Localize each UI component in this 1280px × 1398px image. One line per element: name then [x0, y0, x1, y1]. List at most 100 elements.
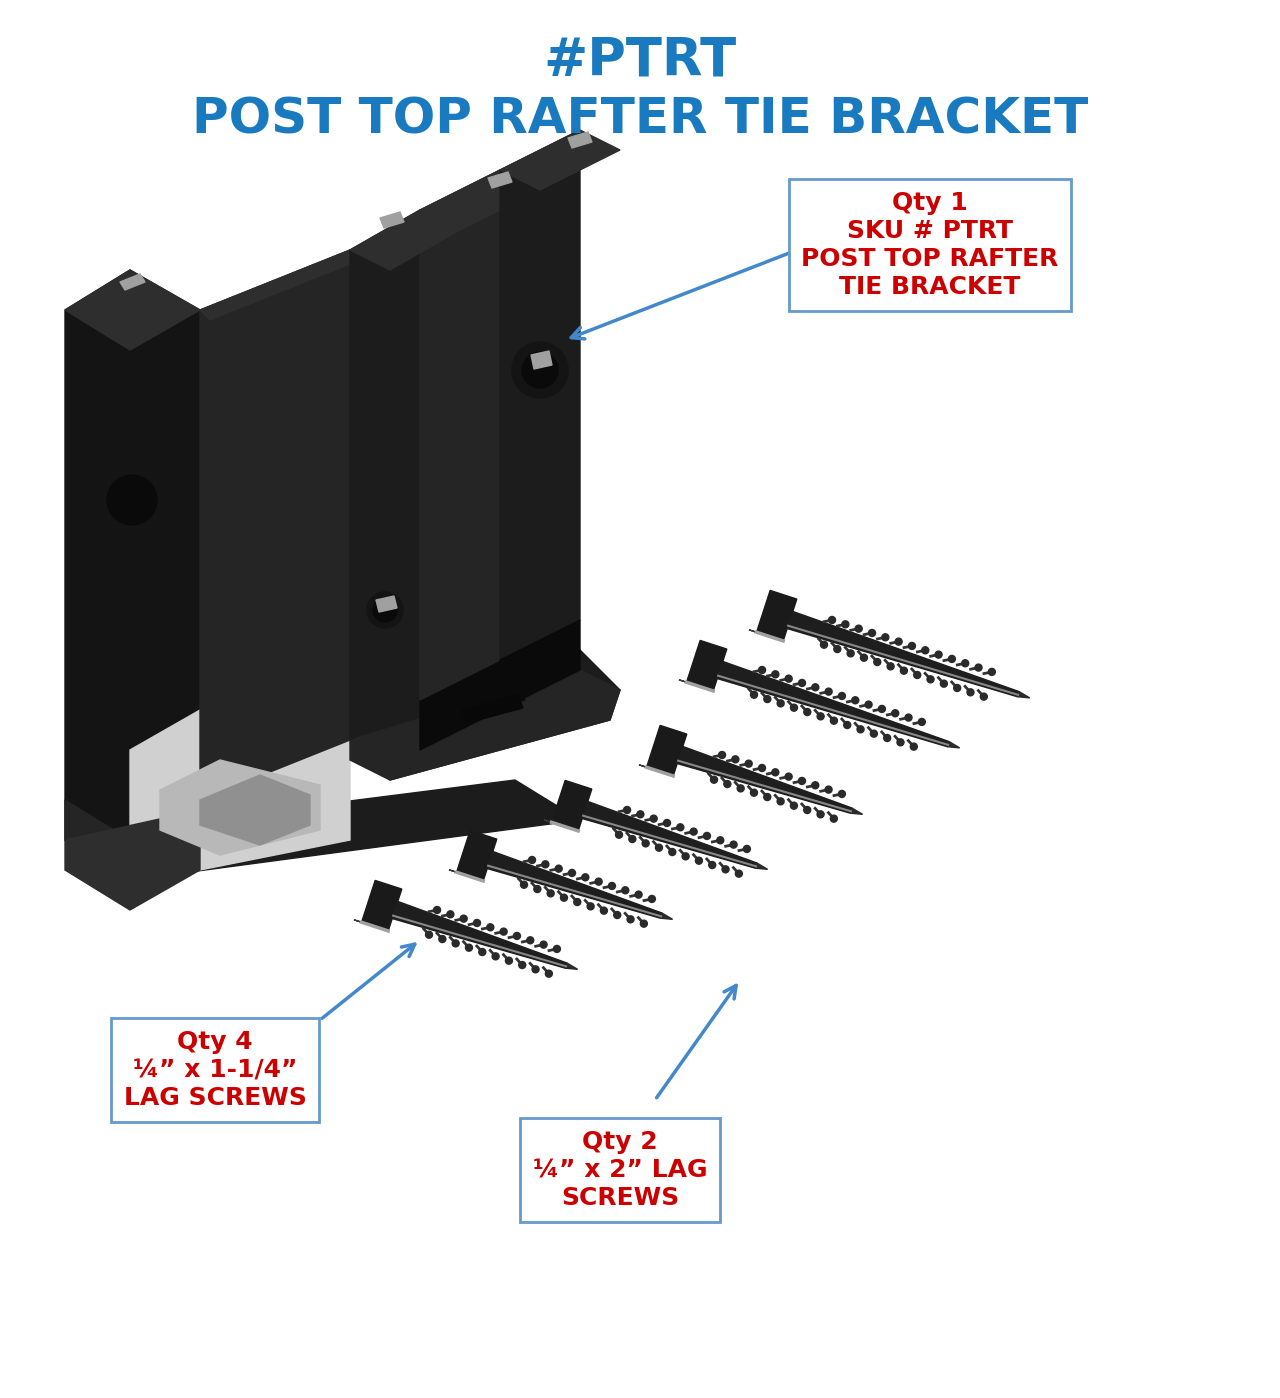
- Circle shape: [922, 647, 929, 654]
- Circle shape: [927, 675, 934, 682]
- Circle shape: [900, 667, 908, 674]
- Circle shape: [97, 466, 166, 535]
- Polygon shape: [1018, 692, 1029, 698]
- Circle shape: [910, 744, 918, 751]
- Polygon shape: [568, 131, 591, 148]
- Circle shape: [869, 629, 876, 636]
- Polygon shape: [65, 270, 200, 350]
- Circle shape: [695, 857, 703, 864]
- Circle shape: [883, 734, 891, 741]
- Circle shape: [595, 878, 602, 885]
- Circle shape: [905, 714, 913, 721]
- Polygon shape: [349, 670, 620, 780]
- Circle shape: [777, 798, 785, 805]
- Circle shape: [961, 660, 969, 667]
- Circle shape: [764, 794, 771, 801]
- Circle shape: [628, 836, 636, 843]
- Circle shape: [709, 861, 716, 868]
- Circle shape: [635, 891, 643, 898]
- Circle shape: [529, 857, 535, 864]
- Circle shape: [608, 882, 616, 889]
- Circle shape: [838, 692, 846, 699]
- Circle shape: [512, 343, 568, 398]
- Circle shape: [521, 881, 527, 888]
- Circle shape: [447, 911, 454, 918]
- Circle shape: [785, 675, 792, 682]
- Circle shape: [759, 667, 765, 674]
- Circle shape: [518, 962, 526, 969]
- Polygon shape: [420, 171, 500, 700]
- Circle shape: [878, 706, 886, 713]
- Circle shape: [842, 621, 849, 628]
- Circle shape: [616, 832, 622, 839]
- Circle shape: [439, 935, 445, 942]
- Circle shape: [108, 475, 157, 526]
- Circle shape: [777, 700, 785, 707]
- Circle shape: [817, 811, 824, 818]
- Circle shape: [936, 651, 942, 658]
- Polygon shape: [449, 870, 484, 881]
- Circle shape: [918, 719, 925, 726]
- Text: Qty 1
SKU # PTRT
POST TOP RAFTER
TIE BRACKET: Qty 1 SKU # PTRT POST TOP RAFTER TIE BRA…: [801, 192, 1059, 299]
- Polygon shape: [349, 210, 460, 270]
- Circle shape: [772, 671, 778, 678]
- Circle shape: [887, 663, 895, 670]
- Circle shape: [704, 832, 710, 839]
- Circle shape: [434, 906, 440, 913]
- Circle shape: [663, 819, 671, 826]
- Circle shape: [640, 920, 648, 927]
- Circle shape: [764, 696, 771, 703]
- Polygon shape: [349, 650, 620, 780]
- Circle shape: [492, 953, 499, 960]
- Circle shape: [833, 646, 841, 653]
- Circle shape: [791, 705, 797, 712]
- Circle shape: [637, 811, 644, 818]
- Circle shape: [941, 681, 947, 688]
- Polygon shape: [420, 171, 540, 231]
- Polygon shape: [361, 881, 402, 931]
- Circle shape: [785, 773, 792, 780]
- Circle shape: [828, 617, 836, 624]
- Polygon shape: [200, 774, 310, 844]
- Circle shape: [474, 920, 480, 927]
- Polygon shape: [65, 809, 200, 910]
- Polygon shape: [376, 596, 397, 612]
- Circle shape: [865, 702, 872, 709]
- Circle shape: [527, 937, 534, 944]
- Polygon shape: [582, 801, 756, 868]
- Text: Qty 4
¼” x 1-1/4”
LAG SCREWS: Qty 4 ¼” x 1-1/4” LAG SCREWS: [124, 1030, 306, 1110]
- Circle shape: [556, 865, 562, 872]
- Polygon shape: [787, 611, 1019, 696]
- Circle shape: [655, 844, 663, 851]
- Circle shape: [682, 853, 689, 860]
- Circle shape: [838, 790, 845, 797]
- Circle shape: [732, 756, 739, 763]
- Circle shape: [750, 691, 758, 698]
- Polygon shape: [131, 710, 349, 870]
- Circle shape: [723, 780, 731, 787]
- Polygon shape: [678, 679, 713, 691]
- Circle shape: [479, 948, 486, 955]
- Circle shape: [826, 688, 832, 695]
- Circle shape: [791, 802, 797, 809]
- Circle shape: [759, 765, 765, 772]
- Text: #PTRT: #PTRT: [544, 34, 736, 87]
- Circle shape: [623, 807, 631, 814]
- Polygon shape: [544, 819, 579, 830]
- Polygon shape: [392, 902, 567, 969]
- Circle shape: [831, 717, 837, 724]
- Polygon shape: [500, 130, 580, 660]
- Circle shape: [718, 752, 726, 759]
- Circle shape: [799, 777, 805, 784]
- Polygon shape: [850, 808, 863, 814]
- Circle shape: [367, 591, 403, 628]
- Circle shape: [568, 870, 576, 877]
- Polygon shape: [677, 747, 852, 814]
- Circle shape: [817, 713, 824, 720]
- Circle shape: [855, 625, 863, 632]
- Circle shape: [851, 696, 859, 703]
- Polygon shape: [200, 250, 360, 320]
- Circle shape: [909, 643, 915, 650]
- Circle shape: [831, 815, 837, 822]
- Polygon shape: [65, 800, 200, 879]
